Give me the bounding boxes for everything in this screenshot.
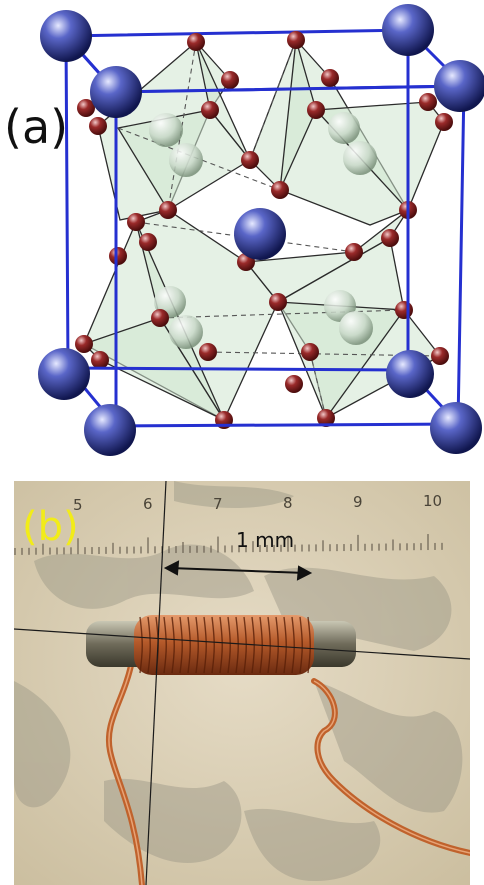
photo-background <box>14 481 470 885</box>
panel-b-coil-photo: 45678910 1 mm (b) <box>14 481 470 885</box>
coil-photo-figure <box>14 481 470 885</box>
ruler-number: 8 <box>283 493 293 512</box>
coil-turn <box>307 616 311 674</box>
crystal-structure-figure <box>38 4 484 456</box>
scale-bar-arrow <box>163 560 313 581</box>
panel-a-label: (a) <box>4 100 69 154</box>
coil-turn <box>163 616 167 674</box>
coil-turn <box>147 616 151 674</box>
background-patches <box>14 481 463 881</box>
copper-coil <box>134 615 314 675</box>
coil-turn <box>275 616 279 674</box>
ruler-number: 9 <box>353 492 363 511</box>
coil-turn <box>283 616 287 674</box>
coil-turn <box>179 616 183 674</box>
coil-turn <box>251 616 255 674</box>
coil-turn <box>203 616 207 674</box>
panel-b-label: (b) <box>22 504 79 550</box>
cation-spheres <box>38 4 484 456</box>
ruler-number: 10 <box>423 492 443 511</box>
coil-turn <box>227 616 231 674</box>
inner-spheres <box>149 112 377 349</box>
coil-turn <box>171 616 175 674</box>
coil-turn <box>299 616 303 674</box>
coil-turn <box>219 616 223 674</box>
ruler-number: 6 <box>143 495 153 514</box>
coil-turn <box>195 616 199 674</box>
coil-turn <box>235 616 239 674</box>
panel-a-crystal-structure: (a) <box>4 4 484 456</box>
coil-turn <box>211 616 215 674</box>
coil-turn <box>291 616 295 674</box>
crosshair <box>14 481 470 885</box>
scale-bar-label: 1 mm <box>236 528 295 552</box>
ruler-number: 5 <box>73 496 83 515</box>
coil-turn <box>187 616 191 674</box>
coil-turn <box>243 616 247 674</box>
coil-turn <box>139 616 143 674</box>
ruler-number: 7 <box>213 494 223 513</box>
ruler-ticks <box>14 534 443 555</box>
